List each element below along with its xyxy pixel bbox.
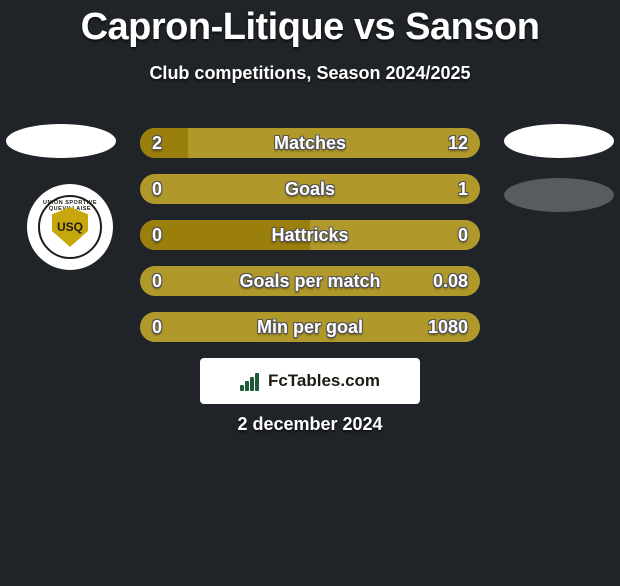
stat-bar-hattricks: Hattricks00 — [140, 220, 480, 250]
stat-bar-right-value: 1 — [458, 174, 468, 204]
footer-brand-card: FcTables.com — [200, 358, 420, 404]
stat-bar-left-value: 0 — [152, 312, 162, 342]
page-subtitle: Club competitions, Season 2024/2025 — [0, 63, 620, 84]
footer-date: 2 december 2024 — [0, 414, 620, 435]
page-title: Capron-Litique vs Sanson — [0, 6, 620, 49]
right-team-ellipse-shadow — [504, 178, 614, 212]
stat-bar-left-value: 0 — [152, 266, 162, 296]
club-badge-shield: USQ — [52, 207, 88, 247]
stat-bar-matches: Matches2 12 — [140, 128, 480, 158]
club-badge-ring: UNION SPORTIVE QUEVILLAISE USQ — [38, 195, 102, 259]
stat-bar-right-value: 0 — [458, 220, 468, 250]
stat-bar-right-value: 12 — [448, 128, 468, 158]
stat-bar-label: Goals — [140, 174, 480, 204]
stat-bar-right-value: 1080 — [428, 312, 468, 342]
stat-bar-goals-per-match: Goals per match0 0.08 — [140, 266, 480, 296]
stat-bar-left-fill — [140, 128, 188, 158]
stat-bar-left-fill — [140, 220, 310, 250]
right-team-ellipse — [504, 124, 614, 158]
stat-bar-label: Matches — [140, 128, 480, 158]
stat-bar-goals: Goals0 1 — [140, 174, 480, 204]
fctables-icon — [240, 371, 262, 391]
footer-brand-text: FcTables.com — [268, 371, 380, 391]
left-team-ellipse — [6, 124, 116, 158]
stat-bar-label: Goals per match — [140, 266, 480, 296]
club-badge: UNION SPORTIVE QUEVILLAISE USQ — [27, 184, 113, 270]
stat-bar-min-per-goal: Min per goal01080 — [140, 312, 480, 342]
stat-bar-left-value: 0 — [152, 220, 162, 250]
stats-bars: Matches212Goals01Hattricks00Goals per ma… — [140, 128, 480, 358]
stat-bar-left-value: 2 — [152, 128, 162, 158]
stat-bar-right-value: 0.08 — [433, 266, 468, 296]
stat-bar-left-value: 0 — [152, 174, 162, 204]
